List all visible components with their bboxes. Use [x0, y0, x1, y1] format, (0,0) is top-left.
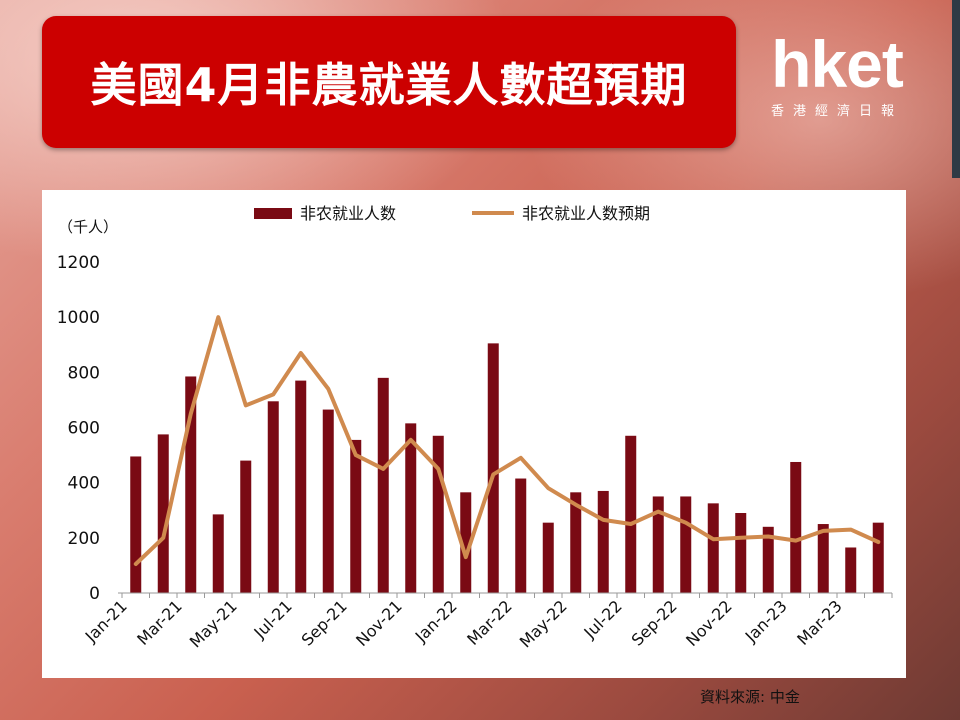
- legend-bar-label: 非农就业人数: [300, 204, 396, 223]
- bar-Apr-22: [542, 522, 554, 593]
- x-tick-label: Jul-22: [580, 596, 626, 642]
- y-tick-label: 600: [68, 419, 100, 439]
- hket-logo: hket 香港經濟日報: [752, 28, 922, 128]
- x-tick-label: Sep-22: [628, 596, 681, 649]
- bar-Apr-23: [872, 522, 884, 593]
- bar-Oct-21: [377, 377, 389, 593]
- x-tick-label: Mar-22: [463, 596, 516, 649]
- x-tick-label: Mar-21: [133, 596, 186, 649]
- bar-Jul-22: [625, 435, 637, 593]
- bar-Dec-21: [432, 435, 444, 593]
- bar-Apr-21: [212, 514, 224, 593]
- bar-Jul-21: [295, 380, 307, 593]
- bar-series: [130, 343, 884, 593]
- bar-Jun-21: [267, 401, 279, 593]
- y-tick-label: 1000: [57, 308, 100, 328]
- y-unit-label: （千人）: [58, 218, 118, 236]
- y-tick-label: 800: [68, 363, 100, 383]
- y-tick-label: 0: [89, 584, 100, 604]
- bar-Aug-22: [652, 496, 664, 593]
- bar-Mar-21: [185, 376, 197, 593]
- logo-brand: hket: [771, 27, 904, 101]
- bar-Oct-22: [707, 503, 719, 593]
- y-tick-label: 200: [68, 529, 100, 549]
- legend-bar-swatch: [254, 208, 292, 219]
- x-axis: Jan-21 Mar-21 May-21 Jul-21 Sep-21 Nov-21 Jan-…: [81, 592, 893, 652]
- y-tick-label: 400: [68, 474, 100, 494]
- x-tick-label: May-21: [186, 596, 241, 651]
- x-tick-label: Jul-21: [250, 596, 296, 642]
- title-banner: 美國4月非農就業人數超預期: [42, 16, 736, 148]
- bar-May-21: [240, 460, 252, 593]
- payroll-chart: （千人） 非农就业人数 非农就业人数预期 0 200 400 600 800 1000 12…: [57, 204, 893, 652]
- x-tick-label: Nov-21: [352, 596, 406, 650]
- bar-Feb-21: [157, 434, 169, 593]
- bar-Mar-22: [515, 478, 527, 593]
- bar-Aug-21: [322, 409, 334, 593]
- chart-panel: （千人） 非农就业人数 非农就业人数预期 0 200 400 600 800 1000 12…: [42, 190, 906, 678]
- bar-Jan-21: [130, 456, 142, 593]
- source-note: 資料來源: 中金: [700, 688, 800, 706]
- logo-subtitle: 香港經濟日報: [770, 104, 903, 119]
- bar-May-22: [570, 492, 582, 593]
- x-tick-label: Mar-23: [793, 596, 846, 649]
- bar-Jan-22: [460, 492, 472, 593]
- x-tick-label: Jan-22: [411, 596, 461, 646]
- x-tick-label: Nov-22: [682, 596, 736, 650]
- bar-Nov-21: [405, 423, 417, 593]
- x-tick-label: Jan-23: [741, 596, 791, 646]
- bar-Sep-22: [680, 496, 692, 593]
- right-edge-bar: [952, 0, 960, 178]
- bar-Sep-21: [350, 439, 362, 593]
- bar-Feb-23: [817, 524, 829, 593]
- y-axis: 0 200 400 600 800 1000 1200: [57, 253, 100, 604]
- y-tick-label: 1200: [57, 253, 100, 273]
- bar-Jan-23: [790, 461, 802, 593]
- bar-Jun-22: [597, 490, 609, 593]
- x-tick-label: Sep-21: [298, 596, 351, 649]
- line-series: [133, 315, 881, 566]
- bar-Nov-22: [735, 513, 747, 593]
- bar-Mar-23: [845, 547, 857, 593]
- x-tick-label: May-22: [516, 596, 571, 651]
- page-title: 美國4月非農就業人數超預期: [90, 58, 688, 112]
- bar-Feb-22: [487, 343, 499, 593]
- legend: 非农就业人数 非农就业人数预期: [254, 204, 650, 223]
- legend-line-label: 非农就业人数预期: [522, 204, 650, 223]
- expectation-line: [133, 315, 881, 566]
- bar-Dec-22: [762, 526, 774, 593]
